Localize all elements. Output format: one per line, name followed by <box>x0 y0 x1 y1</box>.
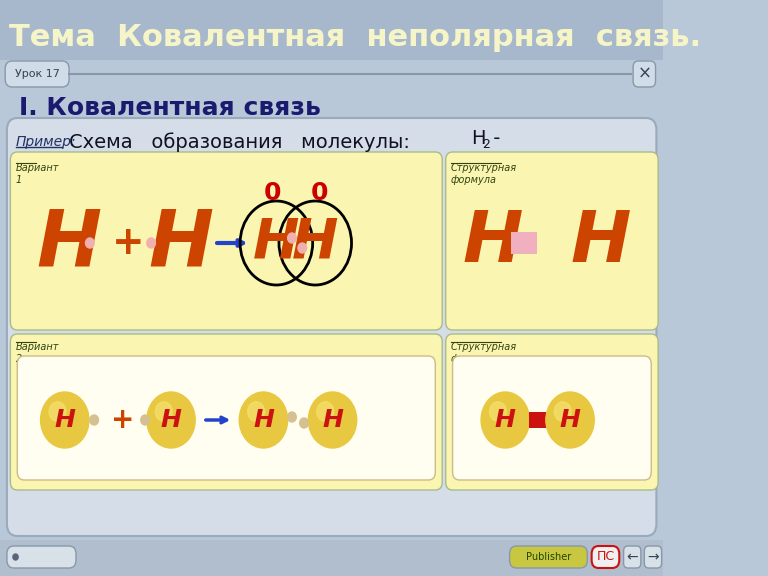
Text: H: H <box>55 408 75 432</box>
FancyBboxPatch shape <box>591 546 619 568</box>
FancyBboxPatch shape <box>452 356 651 480</box>
Text: H: H <box>149 205 214 281</box>
Circle shape <box>300 418 308 428</box>
Text: Вариант
1: Вариант 1 <box>15 163 59 184</box>
Text: H: H <box>322 408 343 432</box>
Text: Вариант
2: Вариант 2 <box>15 342 59 363</box>
Text: ×: × <box>637 65 651 83</box>
Text: Схема   образования   молекулы:: Схема образования молекулы: <box>69 132 410 152</box>
Text: Тема  Ковалентная  неполярная  связь.: Тема Ковалентная неполярная связь. <box>8 24 700 52</box>
Text: H: H <box>462 209 522 278</box>
FancyBboxPatch shape <box>511 232 538 254</box>
Text: H: H <box>253 408 274 432</box>
Circle shape <box>240 392 287 448</box>
Text: Структурная
формула: Структурная формула <box>451 342 517 363</box>
FancyBboxPatch shape <box>10 334 442 490</box>
FancyBboxPatch shape <box>0 540 664 576</box>
Text: →: → <box>647 550 659 564</box>
Text: Publisher: Publisher <box>526 552 571 562</box>
Text: H: H <box>495 408 515 432</box>
FancyBboxPatch shape <box>633 61 656 87</box>
FancyBboxPatch shape <box>10 152 442 330</box>
Circle shape <box>298 243 306 253</box>
FancyBboxPatch shape <box>5 61 69 87</box>
Circle shape <box>155 402 172 422</box>
Text: +: + <box>111 224 144 262</box>
Text: -: - <box>487 128 501 147</box>
Text: ПС: ПС <box>597 551 614 563</box>
Text: H: H <box>560 408 581 432</box>
Circle shape <box>49 402 66 422</box>
Text: H: H <box>471 128 485 147</box>
Circle shape <box>481 392 529 448</box>
Circle shape <box>13 554 18 560</box>
Text: Пример:: Пример: <box>15 135 76 149</box>
Circle shape <box>147 238 155 248</box>
Circle shape <box>489 402 506 422</box>
Circle shape <box>554 402 571 422</box>
FancyBboxPatch shape <box>7 546 76 568</box>
Text: Урок 17: Урок 17 <box>15 69 60 79</box>
Circle shape <box>90 415 98 425</box>
FancyBboxPatch shape <box>0 0 664 60</box>
Circle shape <box>308 392 356 448</box>
FancyBboxPatch shape <box>17 356 435 480</box>
Text: Структурная
формула: Структурная формула <box>451 163 517 184</box>
Text: H: H <box>292 216 339 270</box>
Text: H: H <box>253 216 300 270</box>
FancyBboxPatch shape <box>644 546 661 568</box>
FancyBboxPatch shape <box>445 334 658 490</box>
Text: H: H <box>570 209 631 278</box>
Circle shape <box>287 412 296 422</box>
FancyBboxPatch shape <box>7 118 657 536</box>
Circle shape <box>41 392 89 448</box>
Circle shape <box>287 233 296 243</box>
Text: I. Ковалентная связь: I. Ковалентная связь <box>19 96 321 120</box>
Text: H: H <box>37 205 101 281</box>
Circle shape <box>141 415 150 425</box>
FancyBboxPatch shape <box>529 412 554 428</box>
Text: +: + <box>111 406 134 434</box>
Text: ←: ← <box>627 550 638 564</box>
Circle shape <box>317 402 334 422</box>
Text: 2: 2 <box>482 138 490 150</box>
Circle shape <box>85 238 94 248</box>
Circle shape <box>546 392 594 448</box>
FancyBboxPatch shape <box>445 152 658 330</box>
Text: H: H <box>161 408 181 432</box>
Circle shape <box>248 402 265 422</box>
FancyBboxPatch shape <box>510 546 588 568</box>
Text: 0: 0 <box>311 181 329 205</box>
FancyBboxPatch shape <box>624 546 641 568</box>
Text: 0: 0 <box>263 181 281 205</box>
Circle shape <box>147 392 195 448</box>
